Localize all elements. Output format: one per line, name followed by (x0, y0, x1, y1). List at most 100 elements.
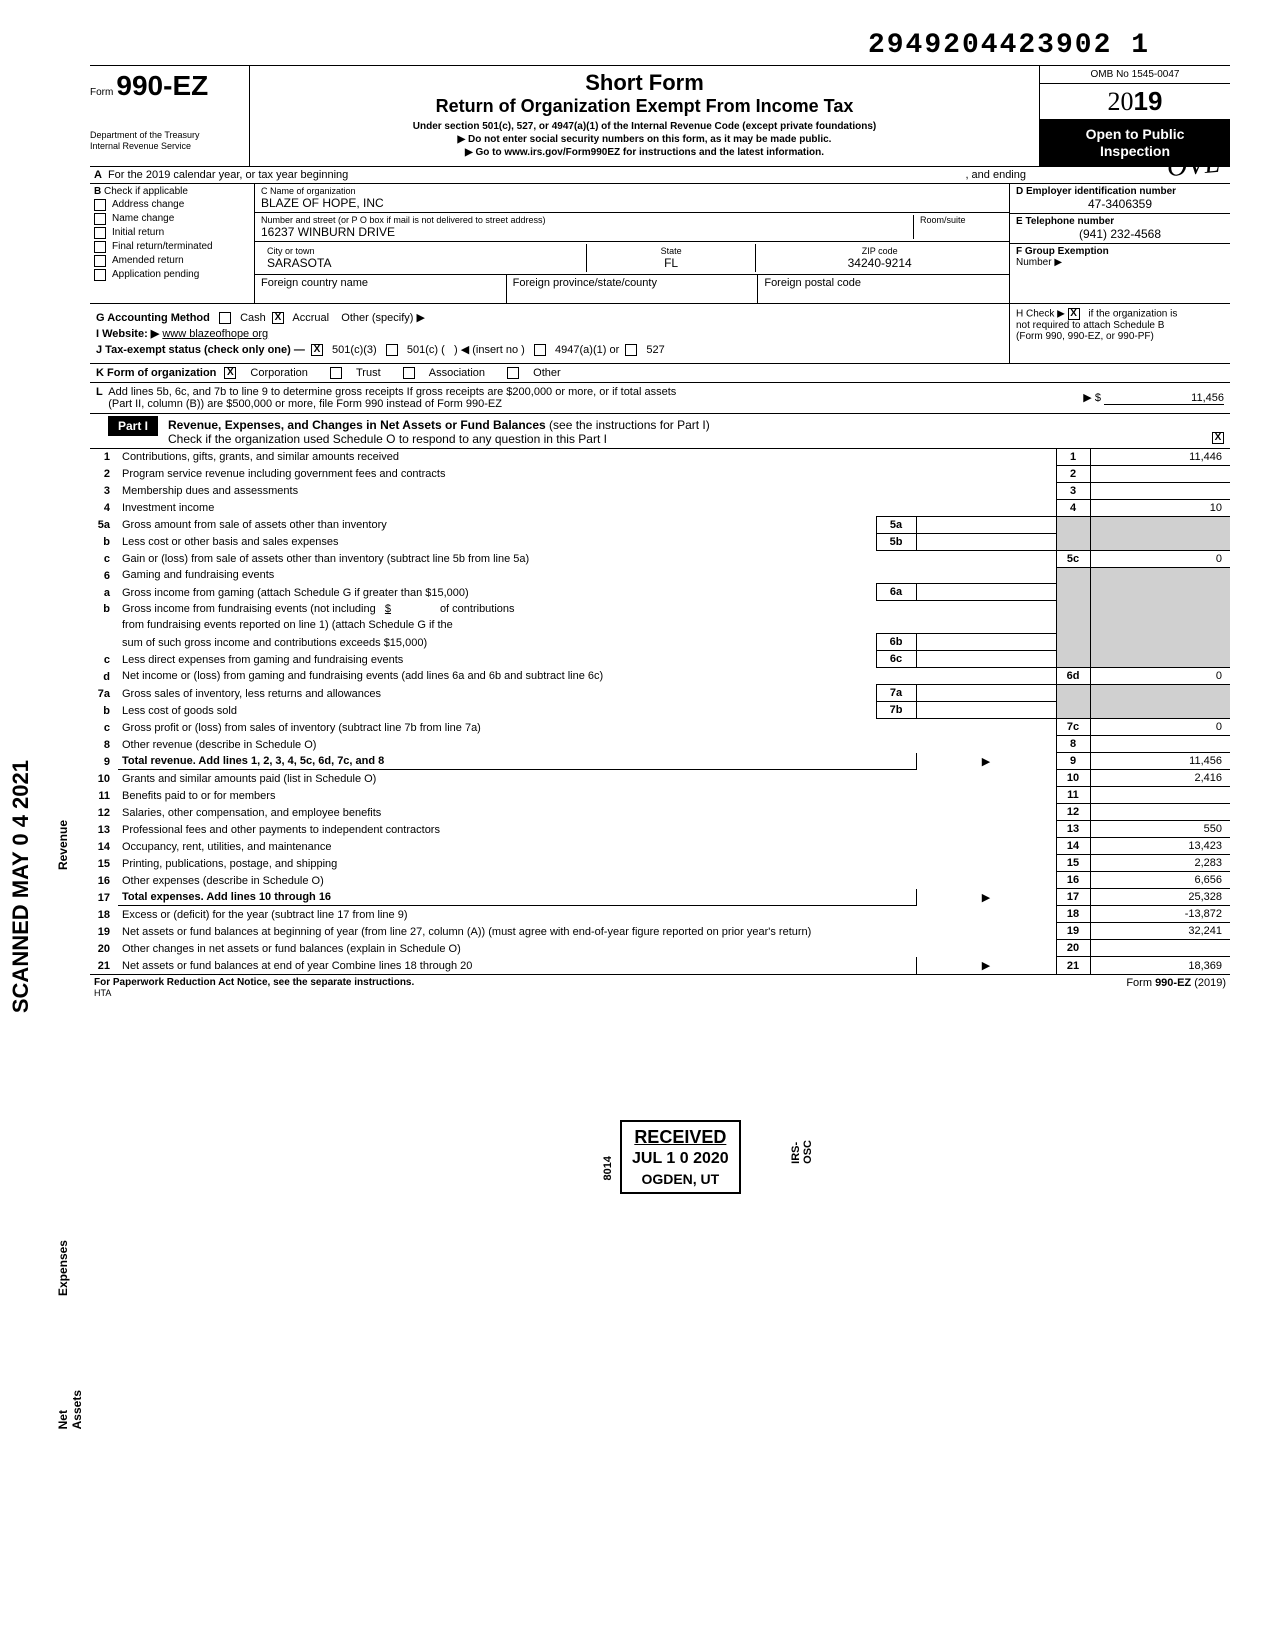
j-label: J Tax-exempt status (check only one) — (96, 344, 305, 356)
j-527: 527 (646, 344, 664, 356)
k-other: Other (533, 367, 561, 379)
ein-label: D Employer identification number (1016, 186, 1224, 197)
line-15: 15Printing, publications, postage, and s… (90, 855, 1230, 872)
check-accrual[interactable]: X (272, 312, 284, 324)
foreign-row: Foreign country name Foreign province/st… (255, 275, 1009, 303)
column-c: C Name of organization BLAZE OF HOPE, IN… (255, 184, 1010, 303)
omb-number: OMB No 1545-0047 (1040, 66, 1230, 84)
dept-line1: Department of the Treasury (90, 130, 241, 141)
dept-treasury: Department of the Treasury Internal Reve… (90, 130, 241, 152)
column-b: B Check if applicable Address change Nam… (90, 184, 255, 303)
k-trust: Trust (356, 367, 381, 379)
state-label: State (593, 246, 749, 256)
foreign-province-label: Foreign province/state/county (513, 277, 752, 289)
part-i-title-bold: Revenue, Expenses, and Changes in Net As… (168, 418, 546, 432)
check-association[interactable] (403, 367, 415, 379)
line-3: 3Membership dues and assessments3 (90, 482, 1230, 499)
row-l: L Add lines 5b, 6c, and 7b to line 9 to … (90, 383, 1230, 414)
j-insert-no: ) ◀ (insert no ) (454, 344, 525, 356)
j-4947: 4947(a)(1) or (555, 344, 619, 356)
vside-netassets: Net Assets (56, 1390, 84, 1429)
foreign-country-label: Foreign country name (261, 277, 500, 289)
handwritten-initials: OVL (1166, 148, 1221, 184)
line-12: 12Salaries, other compensation, and empl… (90, 804, 1230, 821)
check-app-pending[interactable]: Application pending (94, 269, 250, 281)
check-501c3[interactable]: X (311, 344, 323, 356)
line-g: G Accounting Method Cash X Accrual Other… (96, 311, 1003, 324)
room-label: Room/suite (920, 215, 1003, 225)
line-8: 8Other revenue (describe in Schedule O)8 (90, 736, 1230, 753)
check-other-org[interactable] (507, 367, 519, 379)
k-label: K Form of organization (96, 367, 216, 379)
j-501c: 501(c) ( (407, 344, 445, 356)
l-text2: (Part II, column (B)) are $500,000 or mo… (108, 398, 502, 410)
line-17: 17Total expenses. Add lines 10 through 1… (90, 889, 1230, 906)
check-501c[interactable] (386, 344, 398, 356)
city-value: SARASOTA (267, 256, 580, 270)
zip-label: ZIP code (762, 246, 997, 256)
org-name-label: C Name of organization (261, 186, 1003, 196)
form-prefix: Form (90, 87, 113, 98)
check-h[interactable]: X (1068, 308, 1080, 320)
l-arrow: ▶ $ (1083, 392, 1101, 404)
section-bcdef: B Check if applicable Address change Nam… (90, 184, 1230, 304)
year-bold: 19 (1134, 86, 1163, 116)
address-row: Number and street (or P O box if mail is… (255, 213, 1009, 242)
part-i-check-line: Check if the organization used Schedule … (168, 432, 607, 446)
org-name-row: C Name of organization BLAZE OF HOPE, IN… (255, 184, 1009, 213)
line-5a: 5aGross amount from sale of assets other… (90, 516, 1230, 533)
stamp-received-text: RECEIVED (632, 1126, 729, 1149)
footer: For Paperwork Reduction Act Notice, see … (90, 975, 1230, 1001)
check-corporation[interactable]: X (224, 367, 236, 379)
line-19: 19Net assets or fund balances at beginni… (90, 923, 1230, 940)
document-id: 2949204423902 1 (90, 30, 1230, 61)
h-line3: (Form 990, 990-EZ, or 990-PF) (1016, 331, 1154, 342)
footer-left: For Paperwork Reduction Act Notice, see … (94, 977, 414, 988)
title-cell: Short Form Return of Organization Exempt… (250, 66, 1040, 166)
line-5c: cGain or (loss) from sale of assets othe… (90, 550, 1230, 567)
opt-initial-return: Initial return (112, 227, 164, 238)
check-trust[interactable] (330, 367, 342, 379)
line-2: 2Program service revenue including gover… (90, 465, 1230, 482)
line-11: 11Benefits paid to or for members11 (90, 787, 1230, 804)
row-a-text1: For the 2019 calendar year, or tax year … (108, 169, 348, 181)
footer-hta: HTA (94, 988, 111, 998)
stamp-date: JUL 1 0 2020 (632, 1149, 729, 1170)
h-line1: H Check ▶ (1016, 308, 1065, 319)
g-label: G Accounting Method (96, 312, 210, 324)
website-value: www blazeofhope org (162, 328, 268, 340)
check-527[interactable] (625, 344, 637, 356)
opt-name-change: Name change (112, 213, 174, 224)
i-label: I Website: ▶ (96, 328, 159, 340)
line-16: 16Other expenses (describe in Schedule O… (90, 872, 1230, 889)
line-i: I Website: ▶ www blazeofhope org (96, 327, 1003, 340)
j-501c3: 501(c)(3) (332, 344, 377, 356)
year-outline: 20 (1108, 87, 1134, 116)
check-initial-return[interactable]: Initial return (94, 227, 250, 239)
check-4947[interactable] (534, 344, 546, 356)
h-line1b: if the organization is (1088, 308, 1177, 319)
stamp-side-irs: IRS-OSC (790, 1140, 814, 1164)
check-final-return[interactable]: Final return/terminated (94, 241, 250, 253)
check-name-change[interactable]: Name change (94, 213, 250, 225)
check-amended[interactable]: Amended return (94, 255, 250, 267)
scanned-stamp: SCANNED MAY 0 4 2021 (8, 760, 34, 1013)
check-address-change[interactable]: Address change (94, 199, 250, 211)
ein-value: 47-3406359 (1016, 197, 1224, 211)
row-a-text2: , and ending (965, 169, 1026, 181)
line-4: 4Investment income410 (90, 499, 1230, 516)
group-exempt-row: F Group Exemption Number ▶ (1010, 244, 1230, 270)
footer-right: Form 990-EZ (2019) (1126, 977, 1226, 999)
check-schedule-o[interactable]: X (1212, 432, 1224, 444)
state-value: FL (593, 256, 749, 270)
line-7c: cGross profit or (loss) from sales of in… (90, 719, 1230, 736)
zip-value: 34240-9214 (762, 256, 997, 270)
line-7a: 7aGross sales of inventory, less returns… (90, 685, 1230, 702)
opt-final-return: Final return/terminated (112, 241, 213, 252)
row-a: A For the 2019 calendar year, or tax yea… (90, 167, 1230, 184)
part-i-title: Revenue, Expenses, and Changes in Net As… (168, 416, 1230, 446)
group-exempt-label: F Group Exemption (1016, 246, 1109, 257)
check-cash[interactable] (219, 312, 231, 324)
line-20: 20Other changes in net assets or fund ba… (90, 940, 1230, 957)
opt-amended: Amended return (112, 255, 184, 266)
